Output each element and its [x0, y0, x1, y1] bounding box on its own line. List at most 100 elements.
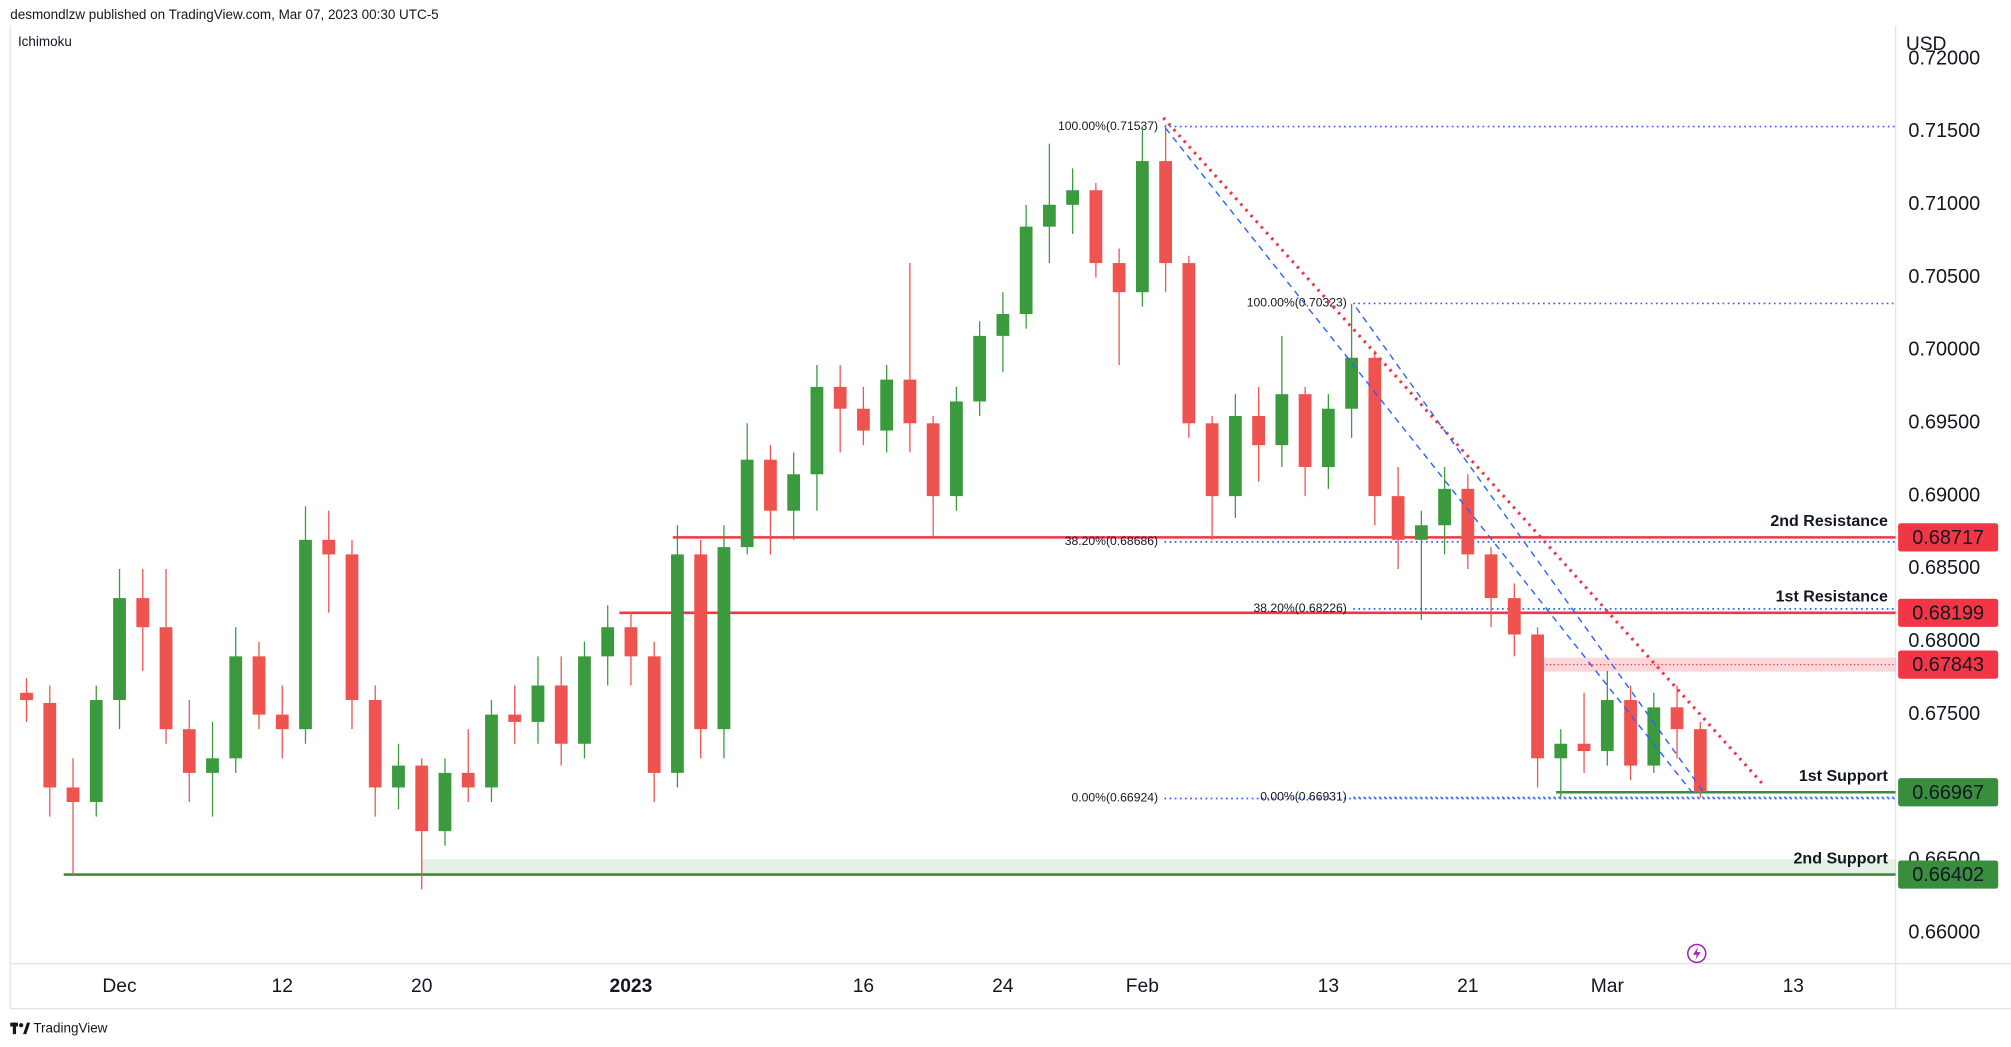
footer-logo — [10, 1022, 31, 1035]
level-name: 2nd Support — [1794, 849, 1889, 867]
candle-body — [903, 379, 917, 424]
price-badge — [1898, 598, 1999, 627]
fib-label: 100.00%(0.71537) — [1058, 119, 1158, 133]
fib-label: 38.20%(0.68686) — [1065, 534, 1158, 548]
logo-part — [23, 1022, 31, 1035]
candle-body — [578, 656, 591, 744]
candle-body — [1066, 190, 1080, 205]
candle-body — [787, 474, 801, 511]
x-tick-label: 16 — [853, 976, 874, 997]
candle-body — [1321, 408, 1335, 467]
candle-body — [1042, 204, 1056, 227]
candle-body — [1670, 707, 1684, 730]
candle-body — [275, 714, 289, 730]
candle-body — [1600, 700, 1614, 752]
lightning-icon[interactable] — [1687, 943, 1707, 964]
indicator-label: Ichimoku — [18, 34, 72, 49]
y-tick-label: 0.66000 — [1908, 921, 1980, 943]
level-name: 1st Resistance — [1776, 588, 1888, 606]
footer-brand: TradingView — [33, 1021, 107, 1036]
candle-body — [1089, 190, 1103, 264]
candle-body — [1624, 700, 1637, 766]
candle-body — [1484, 554, 1498, 599]
candle-body — [461, 772, 475, 788]
x-tick-label: Feb — [1126, 976, 1159, 997]
candle-body — [1112, 263, 1126, 293]
candle-body — [647, 656, 661, 773]
candle-body — [1019, 226, 1033, 315]
candle-body — [66, 787, 80, 803]
candle-body — [415, 765, 429, 832]
candle-body — [671, 554, 684, 773]
fib-label: 0.00%(0.66924) — [1071, 791, 1158, 805]
candle-body — [136, 598, 150, 628]
candle-body — [1252, 416, 1266, 446]
price-badge-label: 0.68717 — [1912, 527, 1984, 549]
x-tick-label: 20 — [411, 976, 432, 997]
candle-body — [1345, 357, 1358, 409]
level-band — [1542, 657, 1896, 672]
price-badge-label: 0.66402 — [1912, 864, 1984, 886]
candle-body — [206, 758, 219, 773]
y-tick-label: 0.71500 — [1908, 120, 1980, 142]
y-tick-label: 0.70000 — [1908, 339, 1980, 361]
fib-label: 38.20%(0.68226) — [1253, 601, 1346, 615]
candle-body — [368, 700, 382, 788]
candle-body — [89, 700, 103, 803]
candle-body — [392, 765, 405, 788]
icon-bolt[interactable] — [1692, 947, 1701, 960]
candle-body — [554, 685, 568, 744]
candle-body — [252, 656, 266, 715]
x-tick-label: Mar — [1591, 976, 1625, 997]
candle-body — [764, 459, 777, 511]
candle-body — [1693, 729, 1707, 792]
candle-body — [1414, 525, 1428, 540]
candle-body — [973, 335, 987, 402]
candle-body — [229, 656, 243, 759]
icon-circle[interactable] — [1687, 943, 1707, 964]
candle-body — [1298, 394, 1312, 467]
candle-body — [740, 459, 754, 548]
candle-body — [1461, 488, 1475, 555]
y-tick-label: 0.72000 — [1908, 47, 1980, 69]
candle-body — [299, 539, 312, 730]
candle-body — [1577, 743, 1591, 752]
candle-body — [624, 627, 638, 657]
y-tick-label: 0.69500 — [1908, 412, 1980, 434]
candle-body — [345, 554, 359, 701]
candle-body — [857, 408, 870, 431]
candle-body — [1647, 707, 1661, 766]
candle-body — [694, 554, 708, 730]
candle-body — [717, 547, 731, 730]
candle-body — [926, 423, 940, 497]
candle-body — [508, 714, 522, 722]
candle-body — [113, 598, 126, 701]
trendline — [1165, 127, 1694, 795]
candle-body — [438, 772, 452, 832]
y-tick-label: 0.70500 — [1908, 266, 1980, 288]
candle-body — [1438, 488, 1451, 526]
header: desmondlzw published on TradingView.com,… — [10, 7, 438, 22]
trendline — [1355, 307, 1706, 795]
support-zone — [421, 859, 1896, 875]
candle-body — [880, 379, 894, 431]
candle-body — [950, 401, 963, 497]
price-badge-label: 0.68199 — [1912, 602, 1984, 624]
candle-body — [1391, 496, 1405, 540]
candle-body — [1159, 161, 1173, 264]
x-tick-label: Dec — [102, 976, 137, 997]
price-badge-label: 0.66967 — [1912, 782, 1984, 804]
currency-label: USD — [1906, 34, 1947, 55]
candle-body — [810, 386, 824, 475]
fib-label: 100.00%(0.70323) — [1247, 296, 1347, 310]
candle-body — [1135, 161, 1149, 293]
trendline — [1162, 116, 1765, 786]
x-tick-label: 13 — [1783, 976, 1804, 997]
candle-body — [1531, 634, 1544, 759]
y-tick-label: 0.71000 — [1908, 193, 1980, 215]
price-badge — [1898, 778, 1999, 807]
price-badge — [1898, 523, 1999, 552]
